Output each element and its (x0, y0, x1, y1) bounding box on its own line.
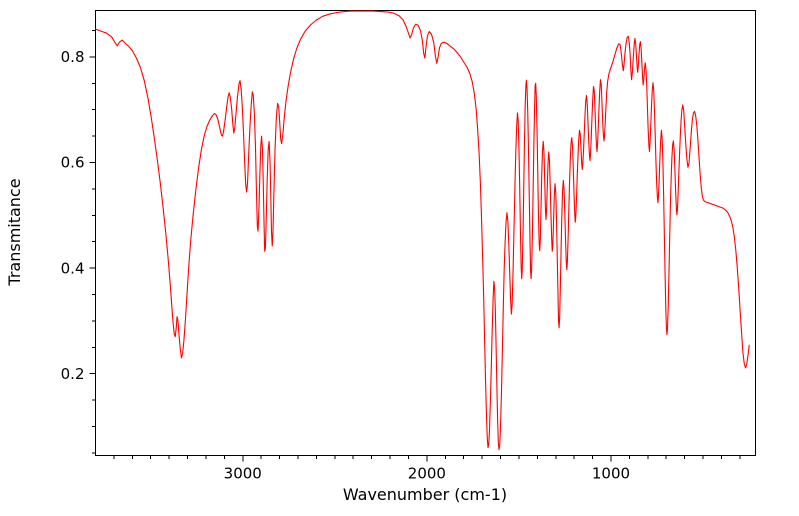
x-axis-label: Wavenumber (cm-1) (343, 485, 507, 504)
y-axis-label: Transmitance (5, 178, 24, 286)
y-tick-label: 0.8 (61, 48, 85, 66)
y-tick-label: 0.2 (61, 365, 85, 383)
spectrum-line-group (95, 10, 750, 451)
plot-frame-group (95, 10, 756, 456)
x-tick-label: 1000 (592, 465, 630, 483)
y-tick-label: 0.4 (61, 259, 85, 277)
x-axis-ticks (113, 455, 741, 462)
plot-frame (95, 10, 756, 456)
y-tick-label: 0.6 (61, 154, 85, 172)
x-tick-label: 3000 (224, 465, 262, 483)
y-axis-ticks (89, 30, 96, 454)
spectrum-line (95, 10, 750, 451)
x-tick-label: 2000 (408, 465, 446, 483)
y-axis-tick-labels: 0.2 0.4 0.6 0.8 (61, 48, 85, 383)
x-axis-tick-labels: 3000 2000 1000 (224, 465, 630, 483)
